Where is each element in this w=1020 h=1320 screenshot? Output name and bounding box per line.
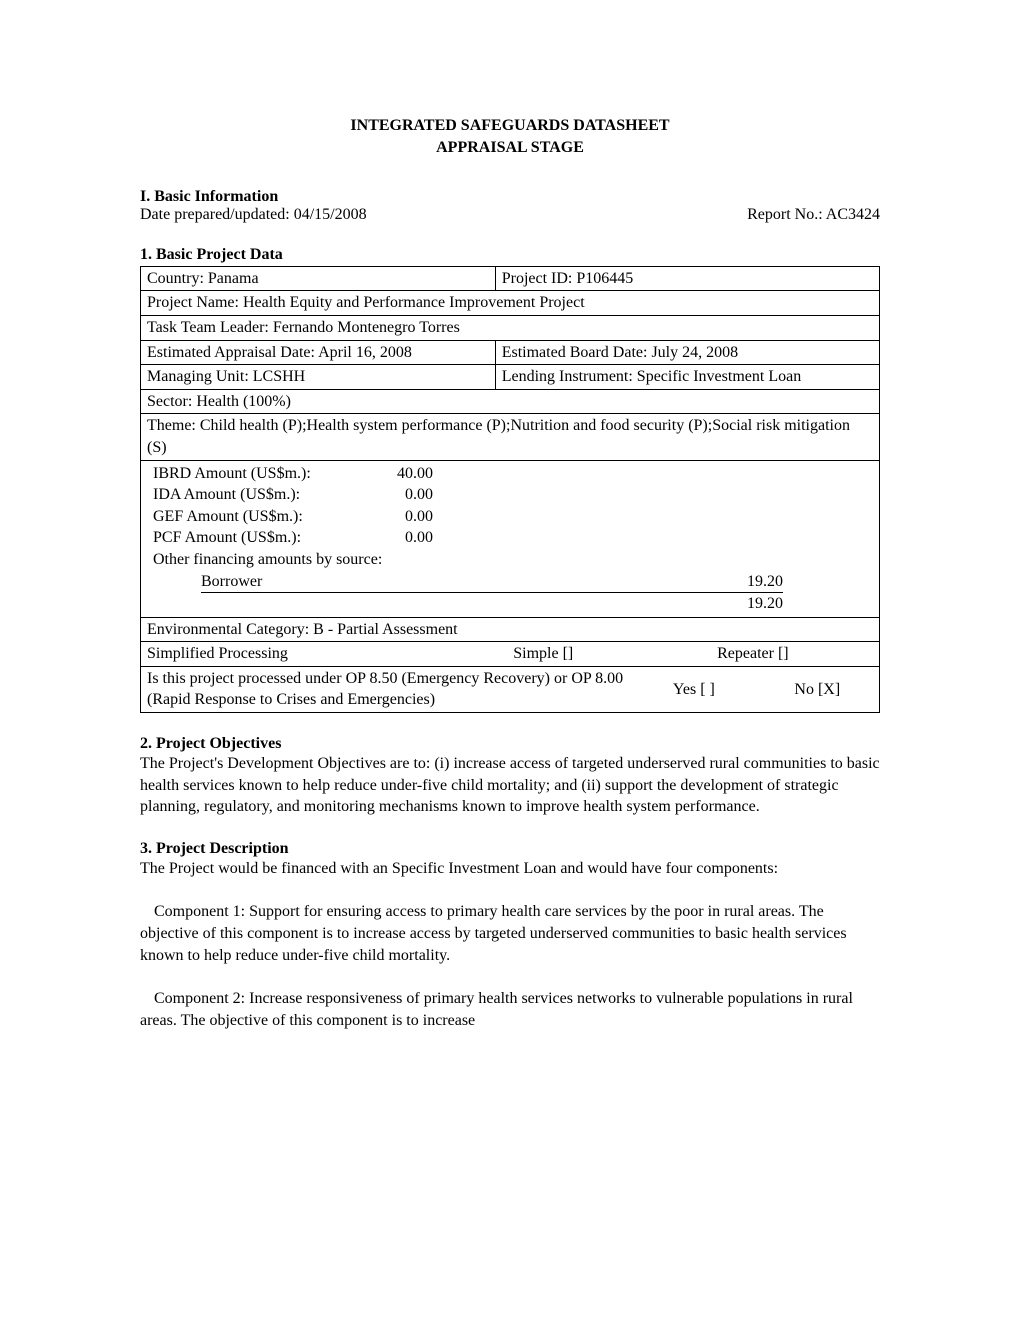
objectives-text: The Project's Development Objectives are…: [140, 753, 880, 818]
section-project-objectives: 2. Project Objectives: [140, 735, 880, 753]
component-1: Component 1: Support for ensuring access…: [140, 901, 880, 966]
title-line-1: INTEGRATED SAFEGUARDS DATASHEET: [140, 115, 880, 137]
report-number: Report No.: AC3424: [747, 206, 880, 224]
ibrd-value: 40.00: [353, 463, 433, 485]
cell-board-date: Estimated Board Date: July 24, 2008: [495, 340, 879, 365]
cell-task-leader: Task Team Leader: Fernando Montenegro To…: [141, 315, 880, 340]
cell-theme: Theme: Child health (P);Health system pe…: [141, 414, 880, 460]
op-question-text: Is this project processed under OP 8.50 …: [141, 667, 632, 712]
gef-value: 0.00: [353, 506, 433, 528]
description-intro: The Project would be financed with an Sp…: [140, 858, 880, 880]
cell-country: Country: Panama: [141, 266, 496, 291]
cell-env-category: Environmental Category: B - Partial Asse…: [141, 617, 880, 642]
project-data-table: Country: Panama Project ID: P106445 Proj…: [140, 266, 880, 713]
section-project-description: 3. Project Description: [140, 840, 880, 858]
section-basic-project-data: 1. Basic Project Data: [140, 246, 880, 264]
op-yes: Yes [ ]: [632, 679, 755, 701]
other-financing-label: Other financing amounts by source:: [153, 549, 867, 571]
title-line-2: APPRAISAL STAGE: [140, 137, 880, 159]
cell-appraisal-date: Estimated Appraisal Date: April 16, 2008: [141, 340, 496, 365]
total-value: 19.20: [747, 593, 783, 615]
cell-amounts: IBRD Amount (US$m.): 40.00 IDA Amount (U…: [141, 460, 880, 617]
borrower-label: Borrower: [201, 571, 262, 593]
component-2: Component 2: Increase responsiveness of …: [140, 988, 880, 1031]
op-no: No [X]: [756, 679, 879, 701]
gef-label: GEF Amount (US$m.):: [153, 506, 353, 528]
cell-managing-unit: Managing Unit: LCSHH: [141, 365, 496, 390]
repeater-checkbox: Repeater []: [711, 642, 795, 666]
pcf-value: 0.00: [353, 527, 433, 549]
date-prepared: Date prepared/updated: 04/15/2008: [140, 206, 367, 224]
pcf-label: PCF Amount (US$m.):: [153, 527, 353, 549]
document-title: INTEGRATED SAFEGUARDS DATASHEET APPRAISA…: [140, 115, 880, 160]
ida-value: 0.00: [353, 484, 433, 506]
simple-checkbox: Simple []: [507, 642, 711, 666]
borrower-value: 19.20: [747, 571, 783, 593]
cell-project-name: Project Name: Health Equity and Performa…: [141, 291, 880, 316]
ibrd-label: IBRD Amount (US$m.):: [153, 463, 353, 485]
cell-lending-instrument: Lending Instrument: Specific Investment …: [495, 365, 879, 390]
ida-label: IDA Amount (US$m.):: [153, 484, 353, 506]
cell-project-id: Project ID: P106445: [495, 266, 879, 291]
section-basic-information: I. Basic Information: [140, 188, 880, 206]
cell-op-question: Is this project processed under OP 8.50 …: [141, 666, 880, 712]
cell-sector: Sector: Health (100%): [141, 389, 880, 414]
date-report-row: Date prepared/updated: 04/15/2008 Report…: [140, 206, 880, 224]
simplified-label: Simplified Processing: [141, 642, 507, 666]
cell-simplified-processing: Simplified Processing Simple [] Repeater…: [141, 642, 880, 667]
document-page: INTEGRATED SAFEGUARDS DATASHEET APPRAISA…: [0, 0, 1020, 1320]
